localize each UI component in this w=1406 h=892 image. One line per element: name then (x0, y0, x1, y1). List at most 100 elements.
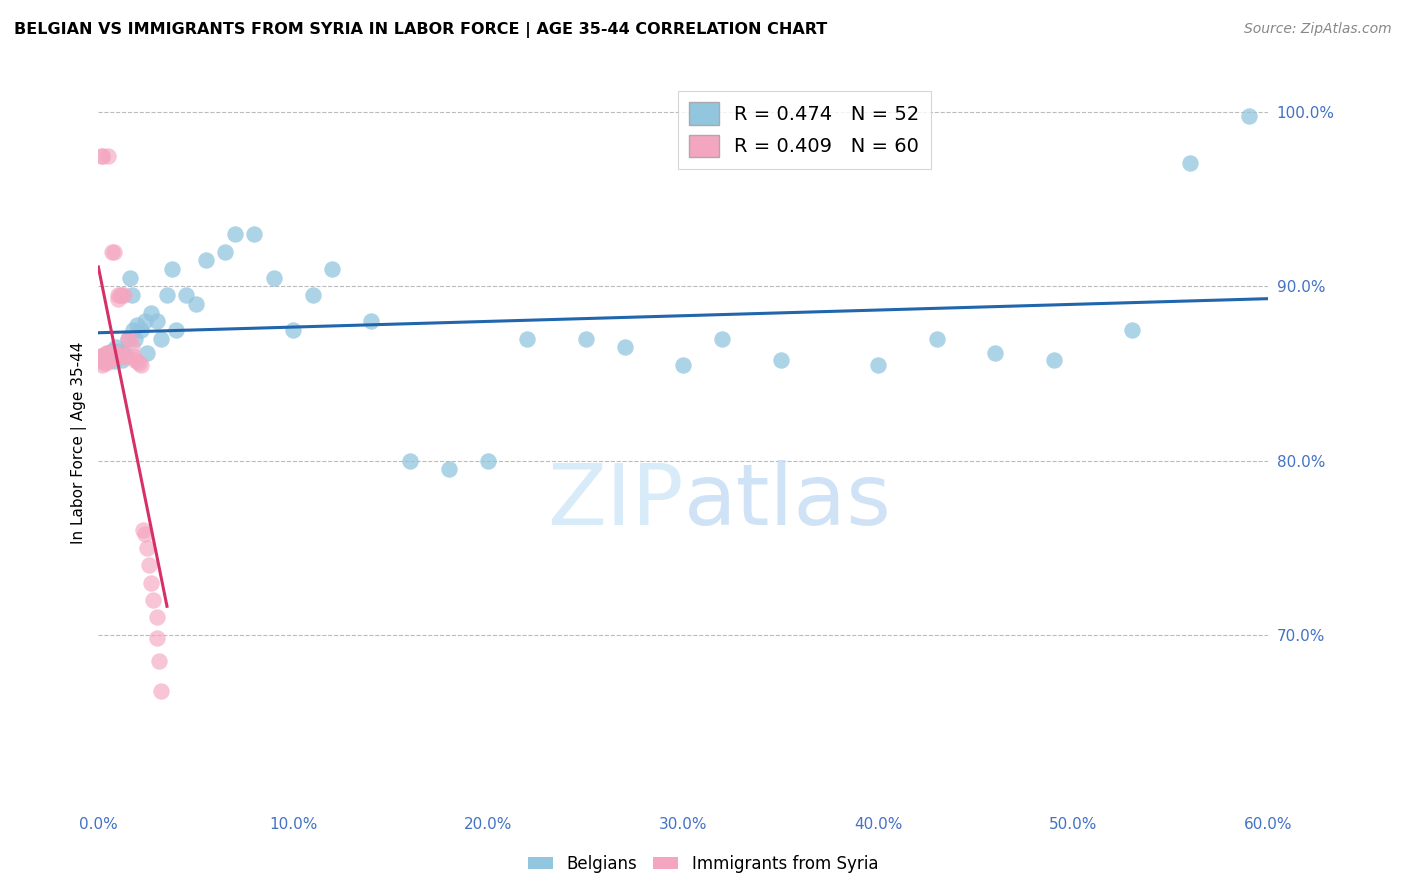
Point (129, 323, 152, 337)
Point (94, 354, 117, 368)
Text: Source: ZipAtlas.com: Source: ZipAtlas.com (1244, 22, 1392, 37)
Point (194, 253, 217, 268)
Point (613, 341, 636, 355)
Point (162, 262, 184, 277)
Point (283, 323, 305, 337)
Point (111, 288, 134, 302)
Legend: Belgians, Immigrants from Syria: Belgians, Immigrants from Syria (522, 848, 884, 880)
Point (107, 349, 129, 363)
Point (302, 288, 325, 302)
Point (101, 349, 124, 363)
Point (139, 575, 162, 590)
Point (155, 288, 177, 302)
Point (101, 343, 124, 358)
Point (925, 332, 948, 346)
Point (132, 524, 155, 538)
Point (114, 349, 136, 363)
Point (104, 341, 127, 355)
Point (243, 227, 266, 242)
Point (984, 345, 1007, 359)
Point (128, 356, 150, 370)
Point (1180, 156, 1202, 170)
Point (122, 323, 145, 337)
Point (146, 632, 169, 646)
Point (129, 358, 152, 372)
Point (97, 345, 120, 359)
Point (101, 345, 124, 359)
Point (91, 149, 114, 163)
Point (439, 462, 461, 476)
Point (93, 349, 115, 363)
Point (136, 345, 159, 359)
Point (138, 558, 160, 573)
Point (98, 345, 121, 359)
Point (93, 356, 115, 370)
Point (477, 453, 499, 467)
Point (91, 349, 114, 363)
Text: ZIP: ZIP (547, 460, 683, 543)
Point (134, 526, 156, 541)
Point (98, 352, 121, 367)
Point (97, 345, 120, 359)
Point (103, 345, 125, 359)
Point (263, 270, 285, 285)
Point (91, 358, 114, 372)
Point (360, 314, 382, 328)
Point (122, 349, 145, 363)
Point (124, 332, 146, 346)
Point (89, 352, 111, 367)
Point (672, 358, 695, 372)
Point (121, 288, 143, 302)
Point (97, 352, 120, 367)
Point (107, 288, 129, 302)
Point (769, 352, 792, 367)
Point (94, 345, 117, 359)
Point (98, 349, 121, 363)
Point (134, 314, 156, 328)
Text: atlas: atlas (683, 460, 891, 543)
Point (103, 349, 125, 363)
Point (103, 354, 125, 368)
Point (117, 332, 139, 346)
Point (142, 593, 165, 607)
Point (98, 352, 121, 367)
Point (97, 149, 120, 163)
Point (97, 354, 120, 368)
Point (121, 341, 143, 355)
Point (149, 332, 172, 346)
Point (104, 345, 127, 359)
Point (94, 349, 117, 363)
Point (94, 352, 117, 367)
Point (97, 349, 120, 363)
Point (103, 244, 125, 259)
Point (107, 292, 129, 306)
Point (108, 288, 131, 302)
Point (108, 349, 131, 363)
Legend: R = 0.474   N = 52, R = 0.409   N = 60: R = 0.474 N = 52, R = 0.409 N = 60 (678, 91, 931, 169)
Point (127, 318, 149, 332)
Point (93, 352, 115, 367)
Point (127, 354, 149, 368)
Point (111, 349, 134, 363)
Point (575, 332, 598, 346)
Point (224, 227, 246, 242)
Text: BELGIAN VS IMMIGRANTS FROM SYRIA IN LABOR FORCE | AGE 35-44 CORRELATION CHART: BELGIAN VS IMMIGRANTS FROM SYRIA IN LABO… (14, 22, 827, 38)
Point (1121, 323, 1143, 337)
Point (112, 345, 135, 359)
Point (112, 349, 135, 363)
Point (321, 262, 343, 277)
Point (184, 297, 207, 311)
Point (89, 349, 111, 363)
Point (139, 305, 162, 319)
Point (117, 332, 139, 346)
Point (93, 349, 115, 363)
Point (111, 352, 134, 367)
Point (93, 352, 115, 367)
Y-axis label: In Labor Force | Age 35-44: In Labor Force | Age 35-44 (72, 342, 87, 544)
Point (104, 349, 127, 363)
Point (868, 358, 890, 372)
Point (711, 332, 734, 346)
Point (118, 332, 141, 346)
Point (118, 270, 141, 285)
Point (136, 541, 159, 555)
